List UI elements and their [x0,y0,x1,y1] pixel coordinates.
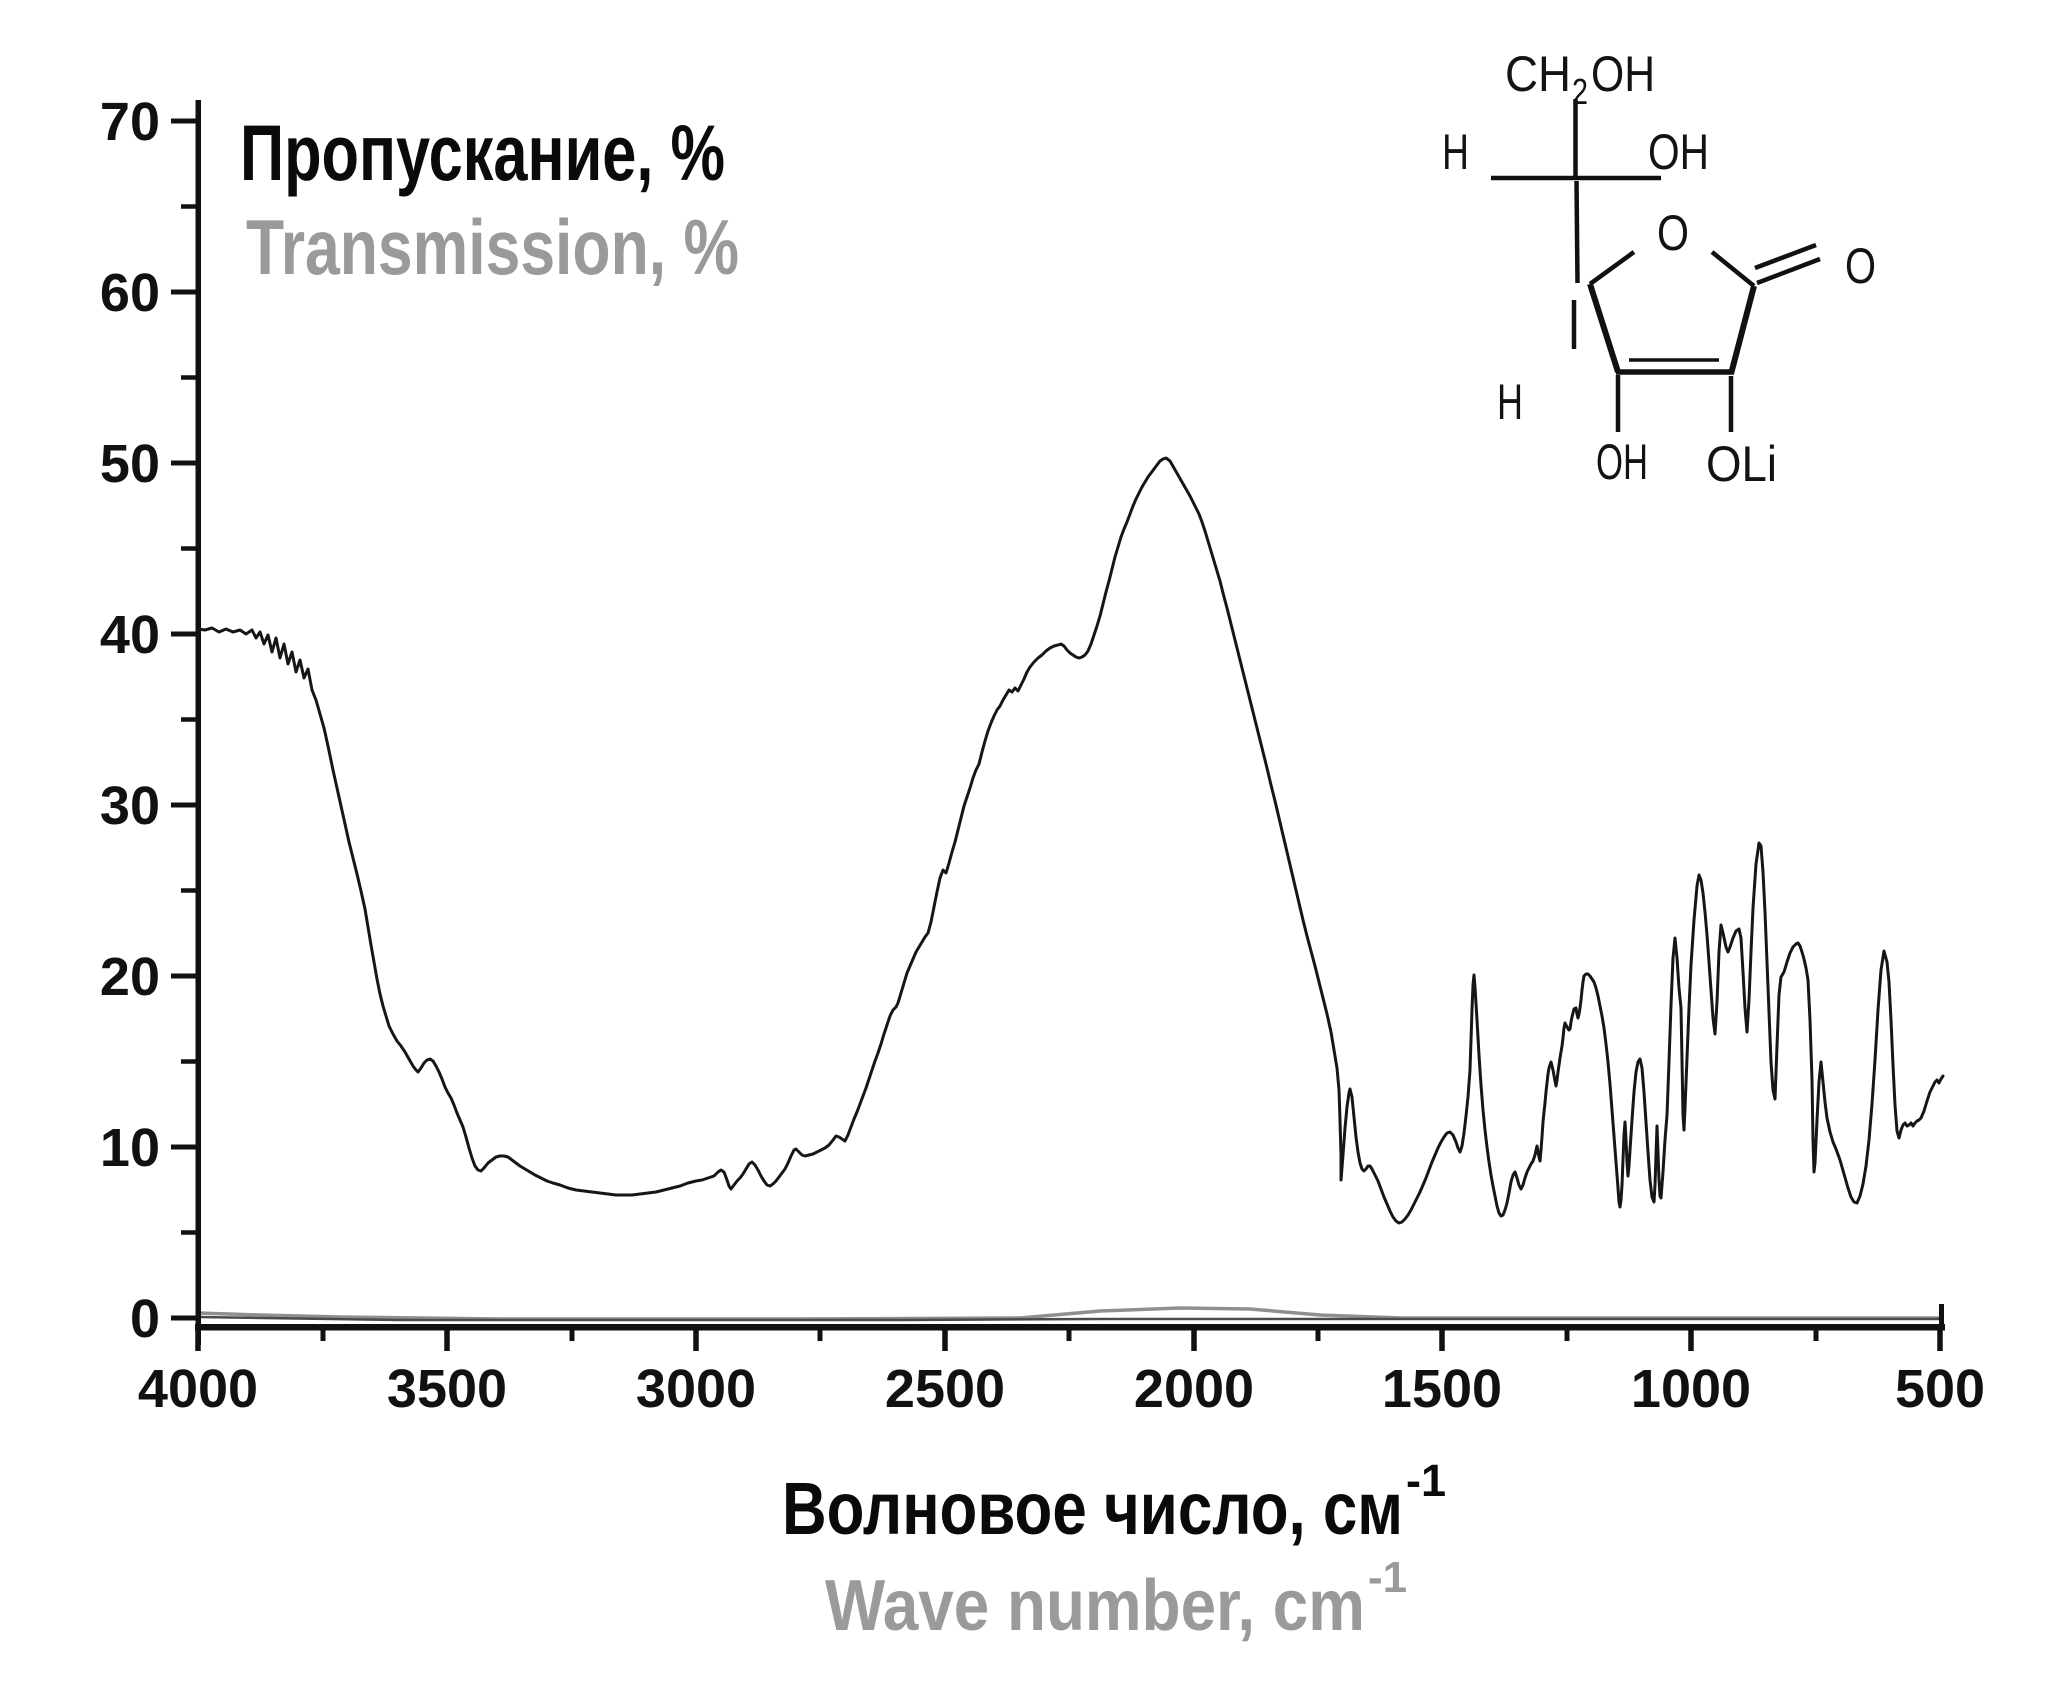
svg-text:3500: 3500 [387,1359,507,1419]
svg-text:50: 50 [100,434,160,494]
svg-text:2: 2 [1572,71,1588,112]
svg-text:500: 500 [1895,1359,1985,1419]
svg-text:2000: 2000 [1134,1359,1254,1419]
svg-text:CH: CH [1505,46,1571,102]
svg-text:O: O [1657,205,1689,261]
svg-text:-1: -1 [1368,1553,1407,1602]
svg-text:40: 40 [100,605,160,665]
svg-text:3000: 3000 [636,1359,756,1419]
svg-text:OLi: OLi [1706,436,1777,492]
svg-text:4000: 4000 [138,1359,258,1419]
svg-text:-1: -1 [1406,1455,1446,1506]
svg-text:OH: OH [1596,434,1648,490]
svg-text:Wave number, cm: Wave number, cm [825,1566,1365,1646]
svg-text:30: 30 [100,776,160,836]
svg-text:70: 70 [100,92,160,152]
svg-text:OH: OH [1591,46,1655,102]
svg-text:1500: 1500 [1382,1359,1502,1419]
svg-text:O: O [1845,238,1876,294]
svg-text:OH: OH [1648,124,1709,180]
svg-text:1000: 1000 [1631,1359,1751,1419]
svg-text:10: 10 [100,1118,160,1178]
svg-text:H: H [1442,124,1469,180]
svg-text:Transmission, %: Transmission, % [246,203,739,291]
svg-text:H: H [1497,374,1523,430]
svg-text:60: 60 [100,263,160,323]
svg-text:0: 0 [130,1289,160,1349]
svg-text:20: 20 [100,947,160,1007]
svg-text:2500: 2500 [885,1359,1005,1419]
svg-text:Волновое число, см: Волновое число, см [782,1467,1403,1550]
svg-text:Пропускание, %: Пропускание, % [240,108,725,197]
